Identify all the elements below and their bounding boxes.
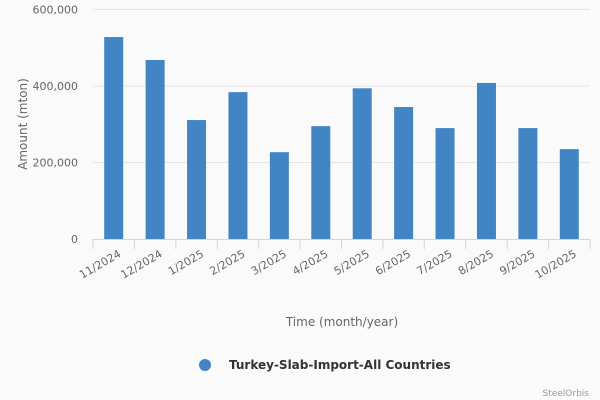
bar-7/2025[interactable] xyxy=(435,128,455,239)
y-tick-label: 400,000 xyxy=(33,80,79,93)
bar-11/2024[interactable] xyxy=(104,37,124,239)
x-tick-label: 3/2025 xyxy=(249,247,289,278)
x-tick-label: 4/2025 xyxy=(290,247,330,278)
x-axis-label: Time (month/year) xyxy=(285,315,398,329)
x-tick-label: 6/2025 xyxy=(373,247,413,278)
x-tick-label: 2/2025 xyxy=(207,247,247,278)
y-tick-label: 600,000 xyxy=(33,4,79,17)
y-tick-label: 200,000 xyxy=(33,157,79,170)
y-axis-label: Amount (mton) xyxy=(16,78,30,170)
y-tick-label: 0 xyxy=(71,233,78,246)
bar-12/2024[interactable] xyxy=(145,59,165,239)
bar-8/2025[interactable] xyxy=(476,82,496,239)
x-tick-label: 5/2025 xyxy=(332,247,372,278)
bar-2/2025[interactable] xyxy=(228,92,248,240)
bar-6/2025[interactable] xyxy=(394,107,414,239)
x-tick-label: 7/2025 xyxy=(415,247,455,278)
bar-9/2025[interactable] xyxy=(518,128,538,239)
legend-marker[interactable] xyxy=(199,359,211,371)
x-tick-label: 11/2024 xyxy=(77,247,123,281)
bar-5/2025[interactable] xyxy=(352,88,372,239)
bar-4/2025[interactable] xyxy=(311,126,331,239)
x-tick-label: 12/2024 xyxy=(119,247,165,281)
x-tick-label: 8/2025 xyxy=(456,247,496,278)
credit-text[interactable]: SteelOrbis xyxy=(542,389,589,399)
x-tick-label: 9/2025 xyxy=(497,247,537,278)
legend-label[interactable]: Turkey-Slab-Import-All Countries xyxy=(229,358,451,372)
bar-1/2025[interactable] xyxy=(187,120,207,239)
x-tick-label: 1/2025 xyxy=(166,247,206,278)
x-tick-label: 10/2025 xyxy=(533,247,579,281)
bar-10/2025[interactable] xyxy=(559,149,579,239)
bar-3/2025[interactable] xyxy=(269,152,289,239)
